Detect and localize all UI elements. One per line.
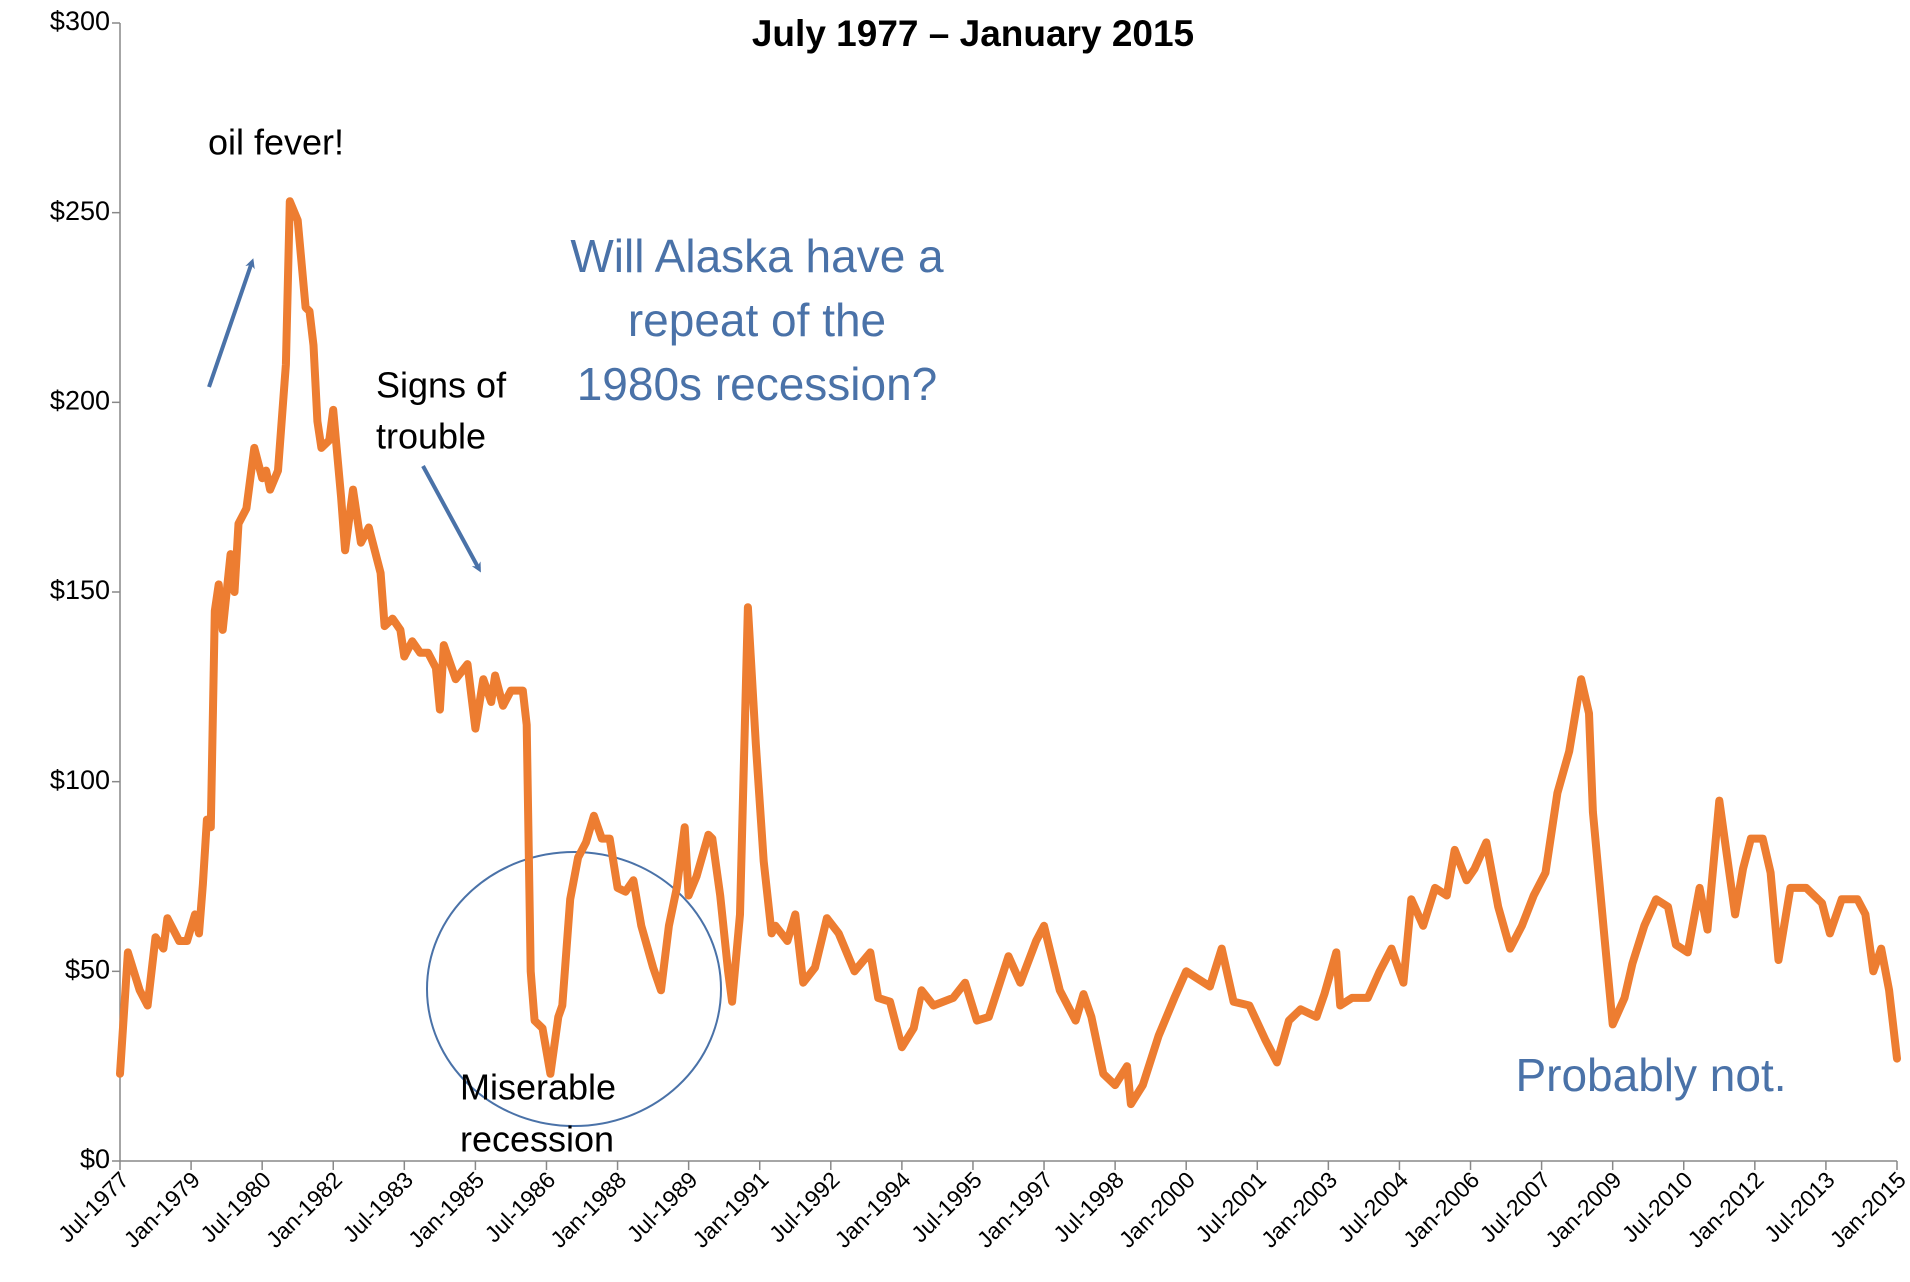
y-tick-label: $100 [50,765,110,795]
y-tick-label: $0 [80,1144,110,1174]
y-tick-label: $250 [50,196,110,226]
x-tick-label: Jan-1979 [119,1166,205,1252]
annotation: 1980s recession? [577,358,938,410]
x-tick-label: Jan-2009 [1540,1166,1626,1252]
x-tick-label: Jan-2003 [1256,1166,1342,1252]
arrow [421,465,481,573]
annotation: repeat of the [628,294,886,346]
x-tick-label: Jan-2000 [1114,1166,1200,1252]
x-tick-label: Jan-1982 [261,1166,347,1252]
y-tick-label: $200 [50,385,110,415]
x-tick-label: Jan-2006 [1398,1166,1484,1252]
x-tick-label: Jan-1985 [403,1166,489,1252]
annotation: recession [460,1119,614,1160]
y-tick-label: $300 [50,6,110,36]
annotation: Miserable [460,1067,616,1108]
annotation: Probably not. [1515,1049,1786,1101]
x-tick-label: Jan-1991 [687,1166,773,1252]
chart-title: July 1977 – January 2015 [752,13,1194,54]
x-tick-label: Jan-2015 [1825,1166,1910,1252]
annotation: trouble [376,416,486,457]
x-tick-label: Jan-2012 [1682,1166,1768,1252]
x-tick-label: Jan-1997 [972,1166,1058,1252]
y-tick-label: $150 [50,575,110,605]
x-tick-label: Jan-1994 [830,1166,916,1252]
price-line [116,197,1901,1109]
highlight-ellipse [426,851,722,1127]
arrow [207,258,255,388]
annotation: Signs of [376,365,507,406]
x-tick-label: Jan-1988 [545,1166,631,1252]
annotation: Will Alaska have a [570,230,944,282]
y-tick-label: $50 [65,954,110,984]
annotation: oil fever! [208,122,344,163]
